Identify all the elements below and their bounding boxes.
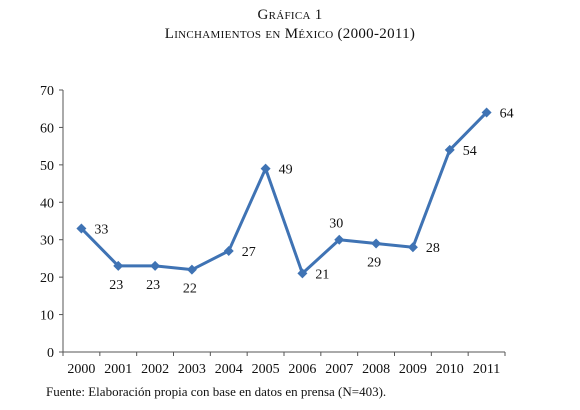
data-label: 22 [183, 282, 197, 297]
data-label: 28 [426, 241, 440, 256]
figure-number: Gráfica 1 [257, 7, 323, 23]
x-tick-label: 2001 [104, 362, 132, 377]
x-tick-label: 2004 [215, 362, 243, 377]
series-line [80, 111, 488, 275]
data-point-marker [113, 260, 124, 271]
data-label: 30 [329, 217, 343, 232]
data-point-marker [297, 268, 308, 279]
data-label: 54 [463, 144, 477, 159]
y-tick-label: 60 [40, 121, 54, 136]
y-tick-label: 0 [47, 346, 54, 361]
source-note: Fuente: Elaboración propia con base en d… [46, 384, 387, 399]
x-tick-label: 2011 [473, 362, 500, 377]
data-point-marker [260, 163, 271, 174]
y-tick-label: 40 [40, 196, 54, 211]
y-tick-label: 10 [40, 309, 54, 324]
y-tick-label: 20 [40, 271, 54, 286]
x-tick-label: 2006 [288, 362, 316, 377]
data-point-marker [444, 144, 455, 155]
data-label: 21 [315, 267, 329, 282]
x-tick-label: 2005 [252, 362, 280, 377]
x-tick-label: 2008 [362, 362, 390, 377]
y-tick-label: 30 [40, 234, 54, 249]
data-label: 23 [109, 278, 123, 293]
x-tick-label: 2003 [178, 362, 206, 377]
x-tick-label: 2007 [325, 362, 353, 377]
data-point-marker [223, 245, 234, 256]
data-point-marker [407, 242, 418, 253]
data-label: 23 [146, 278, 160, 293]
chart-title: Linchamientos en México (2000-2011) [164, 26, 416, 42]
data-point-marker [76, 223, 87, 234]
x-tick-label: 2002 [141, 362, 169, 377]
y-tick-label: 70 [40, 84, 54, 99]
data-label: 49 [279, 163, 293, 178]
x-tick-label: 2009 [399, 362, 427, 377]
data-label: 27 [242, 245, 256, 260]
data-point-marker [150, 260, 161, 271]
data-label: 33 [94, 222, 108, 237]
x-tick-label: 2010 [436, 362, 464, 377]
y-tick-label: 50 [40, 159, 54, 174]
chart-title-block: Gráfica 1 Linchamientos en México (2000-… [0, 6, 580, 44]
data-point-marker [334, 234, 345, 245]
data-point-marker [371, 238, 382, 249]
data-point-marker [481, 107, 492, 118]
data-label: 64 [500, 106, 514, 121]
x-tick-label: 2000 [67, 362, 95, 377]
data-label: 29 [367, 255, 381, 270]
data-point-marker [186, 264, 197, 275]
